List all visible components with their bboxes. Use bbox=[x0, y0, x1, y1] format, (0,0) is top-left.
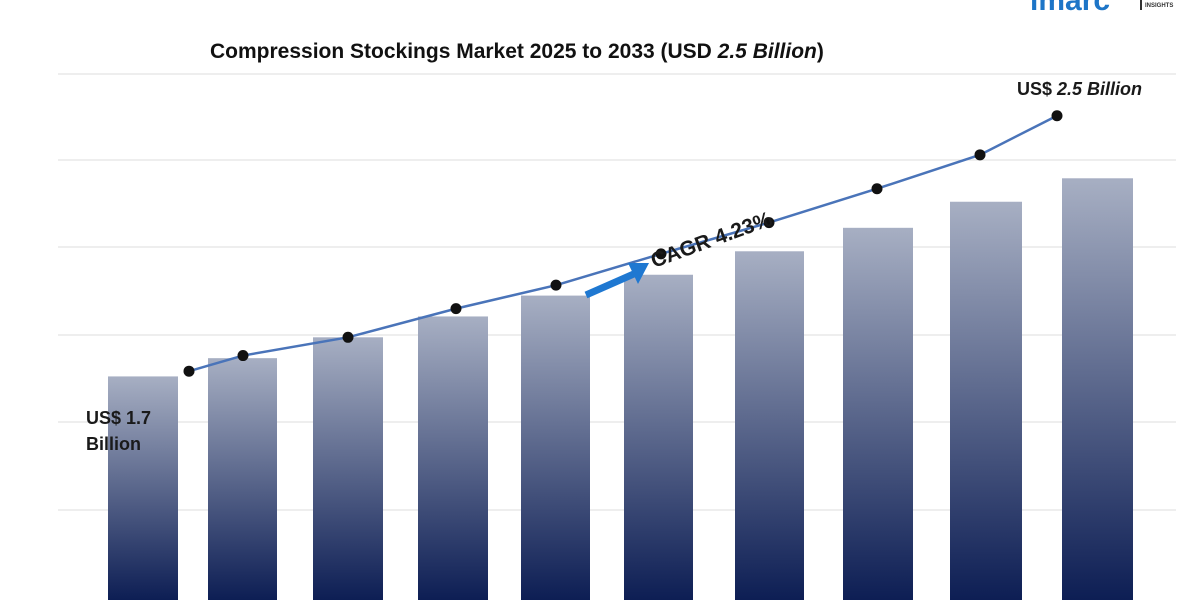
logo-divider bbox=[1140, 0, 1142, 10]
bar-2026 bbox=[208, 358, 277, 600]
start-value-label-line1: US$ 1.7 bbox=[86, 408, 151, 428]
bar-2029 bbox=[521, 295, 590, 600]
start-value-label-line2: Billion bbox=[86, 434, 141, 454]
logo-text: imarc bbox=[1030, 0, 1110, 17]
logo-subtext: INSIGHTS bbox=[1145, 3, 1173, 9]
bar-2030 bbox=[624, 274, 693, 600]
trend-point-1 bbox=[237, 350, 249, 362]
title-close: ) bbox=[817, 40, 824, 63]
title-main: Compression Stockings Market 2025 to 203… bbox=[210, 40, 718, 63]
bars bbox=[108, 178, 1133, 600]
bar-2028 bbox=[418, 316, 488, 600]
end-value-prefix: US$ bbox=[1017, 79, 1057, 99]
trend-point-4 bbox=[550, 279, 562, 291]
trend-point-8 bbox=[974, 149, 986, 161]
bar-2027 bbox=[313, 337, 383, 600]
end-value-label: US$ 2.5 Billion bbox=[1017, 79, 1142, 99]
bar-final bbox=[1062, 178, 1133, 600]
title-value: 2.5 Billion bbox=[717, 40, 817, 63]
bar-2032 bbox=[843, 227, 913, 600]
trend-point-6 bbox=[763, 217, 775, 229]
trend-point-2 bbox=[342, 331, 354, 343]
bar-2033 bbox=[950, 201, 1022, 600]
trend-line bbox=[188, 114, 1058, 373]
end-value-number: 2.5 Billion bbox=[1056, 79, 1142, 99]
trend-point-3 bbox=[450, 303, 462, 315]
chart-title: Compression Stockings Market 2025 to 203… bbox=[210, 40, 824, 63]
bar-2031 bbox=[735, 251, 804, 600]
bar-2025 bbox=[108, 376, 178, 600]
cagr-arrow-icon bbox=[584, 263, 649, 299]
trend-point-5 bbox=[655, 248, 667, 260]
trend-point-0 bbox=[183, 365, 195, 377]
trend-point-7 bbox=[871, 183, 883, 195]
imarc-logo: imarc INSIGHTS bbox=[1030, 0, 1173, 17]
trend-line-group bbox=[183, 110, 1063, 377]
trend-point-9 bbox=[1051, 110, 1063, 122]
